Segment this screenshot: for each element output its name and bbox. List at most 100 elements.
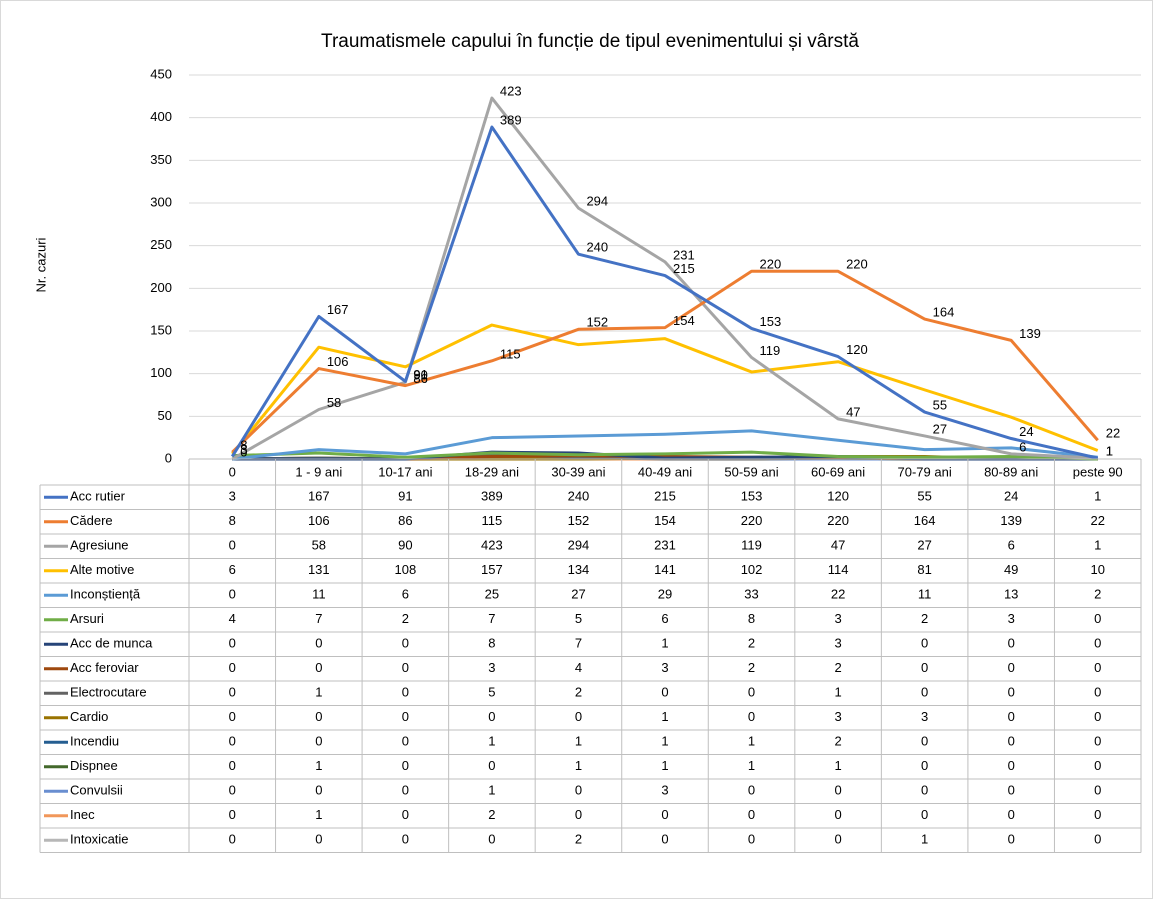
x-tick-label: 70-79 ani [898, 464, 952, 479]
table-value: 3 [921, 709, 928, 724]
x-tick-label: 80-89 ani [984, 464, 1038, 479]
table-value: 119 [741, 538, 762, 553]
table-value: 1 [575, 758, 582, 773]
table-value: 114 [828, 562, 849, 577]
y-tick-label: 100 [150, 365, 172, 380]
table-value: 0 [315, 832, 322, 847]
table-value: 0 [921, 660, 928, 675]
table-value: 0 [488, 758, 495, 773]
table-value: 0 [1008, 660, 1015, 675]
table-value: 2 [748, 636, 755, 651]
table-value: 1 [921, 832, 928, 847]
legend-label: Incendiu [70, 734, 119, 749]
table-value: 13 [1004, 587, 1018, 602]
table-value: 0 [402, 734, 409, 749]
x-tick-label: 0 [229, 464, 236, 479]
table-value: 0 [229, 636, 236, 651]
table-value: 0 [1008, 709, 1015, 724]
table-value: 0 [1094, 685, 1101, 700]
legend-label: Agresiune [70, 538, 129, 553]
table-value: 2 [402, 611, 409, 626]
table-value: 231 [654, 538, 676, 553]
data-label: 153 [760, 314, 782, 329]
table-value: 6 [229, 562, 236, 577]
table-value: 0 [748, 709, 755, 724]
data-label: 27 [933, 421, 947, 436]
x-tick-label: 60-69 ani [811, 464, 865, 479]
table-value: 1 [315, 807, 322, 822]
table-value: 106 [308, 513, 330, 528]
table-value: 141 [654, 562, 676, 577]
table-value: 4 [229, 611, 236, 626]
table-value: 389 [481, 489, 503, 504]
data-label: 120 [846, 342, 868, 357]
table-value: 0 [488, 832, 495, 847]
table-value: 153 [741, 489, 763, 504]
x-tick-label: 1 - 9 ani [295, 464, 342, 479]
table-value: 0 [402, 758, 409, 773]
table-value: 1 [661, 758, 668, 773]
table-value: 152 [568, 513, 590, 528]
data-label: 86 [413, 371, 427, 386]
table-value: 47 [831, 538, 845, 553]
table-value: 0 [229, 685, 236, 700]
table-value: 3 [834, 709, 841, 724]
table-value: 0 [575, 807, 582, 822]
table-value: 1 [748, 734, 755, 749]
table-value: 215 [654, 489, 676, 504]
x-tick-label: 10-17 ani [378, 464, 432, 479]
table-value: 0 [1008, 685, 1015, 700]
table-value: 0 [834, 807, 841, 822]
y-tick-label: 200 [150, 280, 172, 295]
data-label: 90 [413, 368, 427, 383]
table-value: 0 [1094, 709, 1101, 724]
y-tick-label: 250 [150, 237, 172, 252]
table-value: 8 [229, 513, 236, 528]
table-value: 2 [748, 660, 755, 675]
table-value: 0 [661, 807, 668, 822]
table-value: 33 [744, 587, 758, 602]
data-label: 47 [846, 404, 860, 419]
table-value: 27 [571, 587, 585, 602]
data-label: 152 [586, 315, 608, 330]
table-value: 423 [481, 538, 503, 553]
table-value: 0 [229, 660, 236, 675]
legend-label: Acc de munca [70, 636, 153, 651]
table-value: 0 [748, 783, 755, 798]
series-line [232, 450, 1098, 461]
table-value: 0 [661, 832, 668, 847]
table-value: 11 [312, 587, 326, 602]
data-label: 215 [673, 261, 695, 276]
data-label: 423 [500, 83, 522, 98]
table-value: 0 [402, 660, 409, 675]
table-value: 91 [398, 489, 412, 504]
x-tick-label: peste 90 [1073, 464, 1123, 479]
table-value: 90 [398, 538, 412, 553]
table-value: 0 [402, 685, 409, 700]
data-label: 0 [240, 444, 247, 459]
table-value: 2 [834, 734, 841, 749]
table-value: 1 [1094, 538, 1101, 553]
table-value: 0 [921, 758, 928, 773]
data-label: 389 [500, 112, 522, 127]
data-label: 294 [586, 194, 608, 209]
table-value: 120 [827, 489, 849, 504]
table-value: 2 [1094, 587, 1101, 602]
table-value: 0 [1094, 807, 1101, 822]
table-value: 3 [661, 783, 668, 798]
table-value: 115 [482, 513, 503, 528]
table-value: 1 [315, 685, 322, 700]
table-value: 1 [748, 758, 755, 773]
legend-label: Cădere [70, 513, 113, 528]
series-line [232, 429, 1098, 461]
table-value: 0 [834, 832, 841, 847]
legend-label: Acc rutier [70, 489, 126, 504]
y-tick-label: 150 [150, 322, 172, 337]
table-value: 81 [917, 562, 931, 577]
y-tick-label: 50 [158, 408, 172, 423]
y-tick-label: 450 [150, 66, 172, 81]
table-value: 0 [748, 685, 755, 700]
x-tick-label: 30-39 ani [551, 464, 605, 479]
table-value: 0 [1008, 807, 1015, 822]
